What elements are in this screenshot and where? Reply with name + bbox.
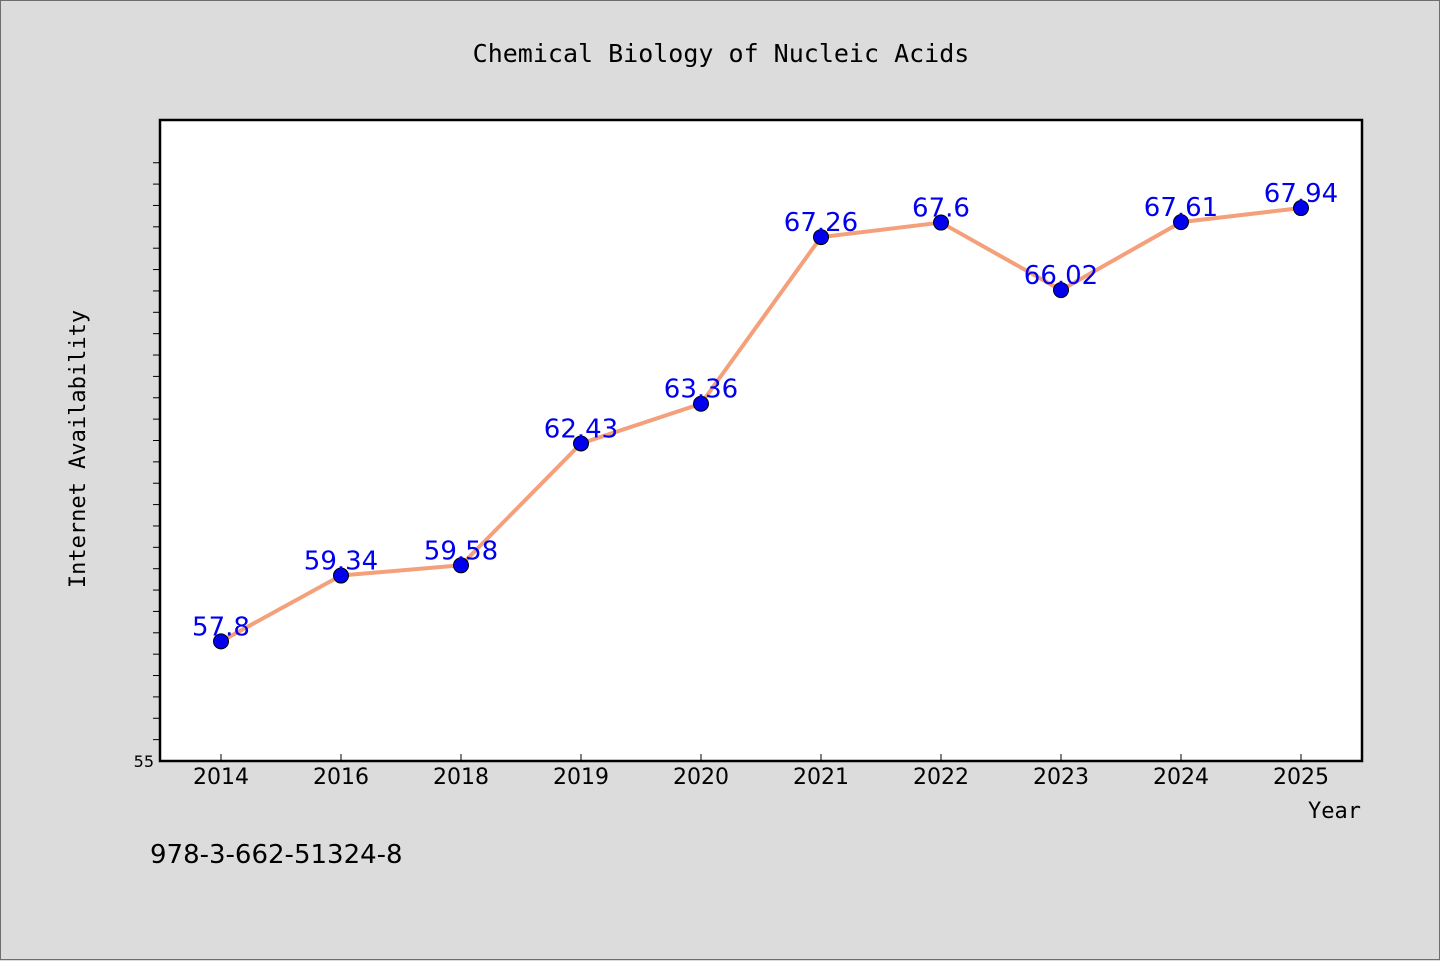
data-label: 67.61 <box>1144 193 1218 223</box>
data-label: 62.43 <box>544 414 618 444</box>
x-tick-label: 2024 <box>1153 765 1209 790</box>
data-point <box>573 435 589 452</box>
x-tick-label: 2016 <box>313 765 369 790</box>
data-point <box>1173 214 1189 231</box>
data-point <box>333 567 349 584</box>
plot-area <box>158 118 1364 763</box>
y-axis-label: Internet Availability <box>66 310 91 588</box>
x-tick-label: 2025 <box>1273 765 1329 790</box>
x-axis: 2014 2016 2018 2019 2020 2021 2022 2023 2024 2025 <box>193 754 1329 790</box>
chart-title: Chemical Biology of Nucleic Acids <box>473 39 970 68</box>
data-label: 59.58 <box>424 536 498 566</box>
data-label: 66.02 <box>1024 261 1098 291</box>
data-label: 59.34 <box>304 547 378 577</box>
x-tick-label: 2022 <box>913 765 969 790</box>
x-tick-label: 2020 <box>673 765 729 790</box>
y-axis: 55 <box>134 162 160 771</box>
data-label: 57.8 <box>192 612 250 642</box>
data-labels: 57.8 59.34 59.58 62.43 63.36 67.26 67.6 66.02 67… <box>192 179 1338 642</box>
data-point <box>813 229 829 246</box>
data-label: 67.26 <box>784 208 858 238</box>
x-tick-label: 2021 <box>793 765 849 790</box>
series-line <box>220 206 1302 644</box>
data-point <box>213 633 229 650</box>
data-point <box>1053 282 1069 299</box>
data-point <box>1293 200 1309 217</box>
data-label: 67.6 <box>912 194 970 224</box>
data-point <box>453 557 469 574</box>
x-tick-label: 2014 <box>193 765 249 790</box>
x-axis-label: Year <box>1308 799 1361 824</box>
data-label: 63.36 <box>664 375 738 405</box>
footer-isbn: 978-3-662-51324-8 <box>150 840 403 870</box>
data-point <box>693 395 709 412</box>
x-tick-label: 2023 <box>1033 765 1089 790</box>
data-point <box>933 214 949 231</box>
y-tick-label: 55 <box>134 752 154 771</box>
x-tick-label: 2019 <box>553 765 609 790</box>
series-markers <box>213 200 1309 650</box>
x-tick-label: 2018 <box>433 765 489 790</box>
data-label: 67.94 <box>1264 179 1338 209</box>
